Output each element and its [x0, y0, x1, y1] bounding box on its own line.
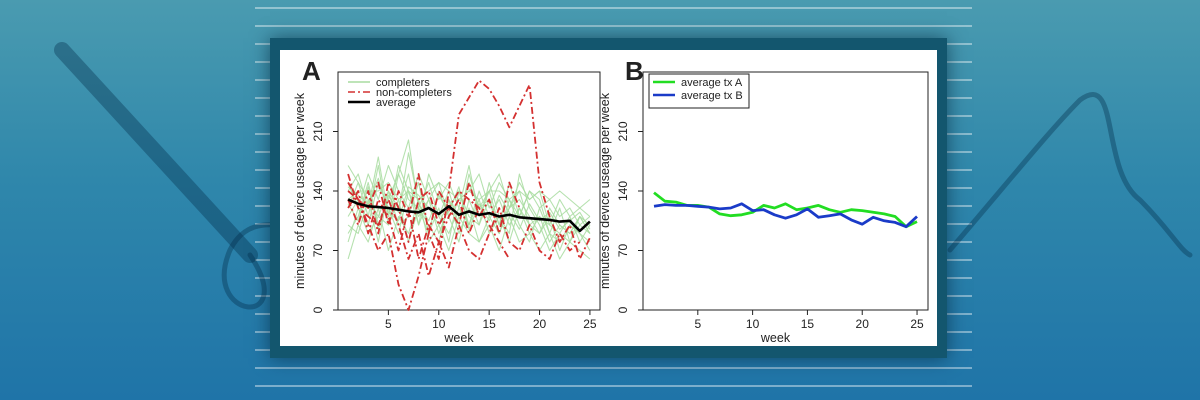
panel-letter: B: [625, 56, 644, 86]
legend-label: average tx A: [681, 77, 743, 89]
series-line-completer: [347, 165, 591, 243]
figure-frame: A 5 10 15 20 25 0 70 140 210 week minutes of device…: [270, 38, 947, 358]
series-line-average: [347, 198, 591, 233]
series-line-non-completer: [347, 79, 591, 311]
chart-panel-a: A 5 10 15 20 25 0 70 140 210 week minutes of device…: [293, 56, 601, 345]
series-line-completer: [347, 198, 591, 251]
x-tick-label: 5: [385, 317, 392, 331]
charts-svg: A 5 10 15 20 25 0 70 140 210 week minutes of device…: [293, 56, 929, 345]
x-tick-label: 5: [694, 317, 701, 331]
x-tick-label: 10: [432, 317, 446, 331]
panel-letter: A: [302, 56, 321, 86]
legend-label: average tx B: [681, 90, 743, 102]
y-axis-label: minutes of device useage per week: [293, 92, 307, 289]
x-axis-label: week: [443, 331, 474, 345]
y-tick-label: 210: [616, 121, 630, 141]
legend-box: [648, 73, 750, 109]
legend-box: [344, 74, 440, 112]
series-line-non-completer: [347, 173, 581, 277]
series-line-completer: [347, 152, 591, 230]
y-axis-label: minutes of device useage per week: [598, 92, 612, 289]
chart-panel-b: B 5 10 15 20 25 0 70 140 210 week minutes of device…: [598, 56, 929, 345]
series-line-completer: [347, 177, 591, 235]
x-axis-label: week: [760, 331, 791, 345]
legend-label: average: [376, 97, 416, 109]
y-tick-label: 0: [616, 306, 630, 313]
x-tick-label: 20: [856, 317, 870, 331]
series-line-average-tx-b: [653, 202, 918, 229]
x-tick-label: 15: [482, 317, 496, 331]
x-tick-label: 20: [533, 317, 547, 331]
series-line-non-completer: [347, 181, 480, 243]
y-tick-label: 0: [311, 306, 325, 313]
y-tick-label: 140: [311, 181, 325, 201]
y-tick-label: 140: [616, 181, 630, 201]
y-tick-label: 70: [311, 244, 325, 258]
series-line-non-completer: [347, 173, 521, 235]
x-tick-label: 15: [801, 317, 815, 331]
y-tick-label: 70: [616, 244, 630, 258]
legend-label: completers: [376, 77, 430, 89]
x-tick-label: 25: [910, 317, 924, 331]
x-tick-label: 25: [583, 317, 597, 331]
figure-panel: A 5 10 15 20 25 0 70 140 210 week minutes of device…: [280, 50, 937, 346]
series-line-average-tx-a: [653, 191, 918, 229]
series-line-completer: [347, 181, 591, 209]
y-tick-label: 210: [311, 121, 325, 141]
legend-label: non-completers: [376, 87, 452, 99]
x-tick-label: 10: [746, 317, 760, 331]
